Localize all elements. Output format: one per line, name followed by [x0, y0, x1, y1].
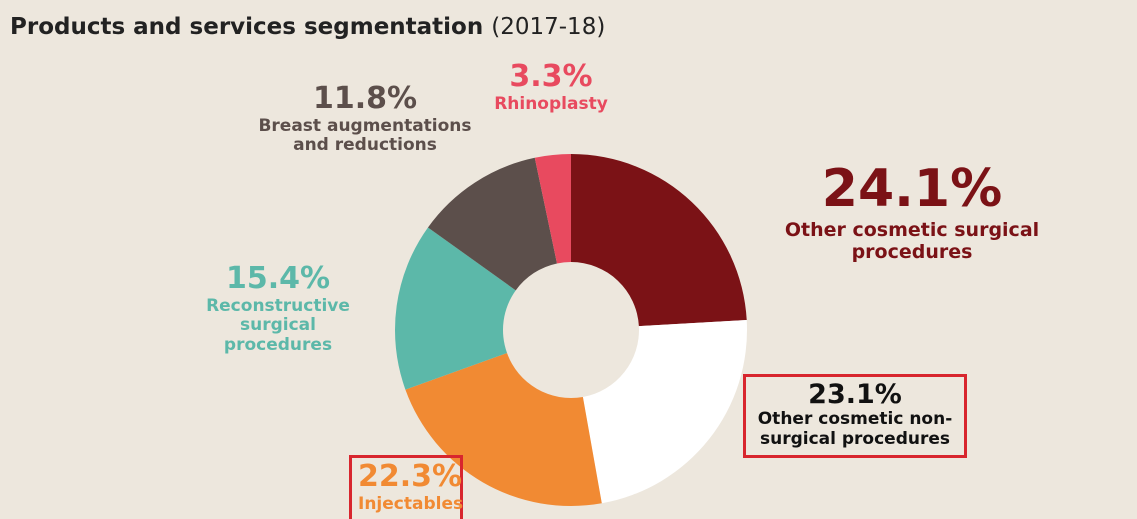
chart-title-block: Products and services segmentation (2017…	[10, 14, 605, 40]
slice-label: 24.1% Other cosmetic surgical procedures	[732, 159, 1092, 263]
category-label: Other cosmetic non-surgical procedures	[757, 409, 953, 449]
donut-slice	[405, 353, 602, 506]
slice-label: 3.3% Rhinoplasty	[486, 59, 616, 114]
donut-slice	[395, 227, 516, 390]
value-label: 11.8%	[312, 81, 418, 116]
category-label: Reconstructive surgical procedures	[206, 295, 350, 355]
value-label: 3.3%	[509, 59, 593, 94]
chart-subtitle: (2017-18)	[491, 14, 606, 40]
category-label: Injectables	[358, 493, 464, 514]
chart-title: Products and services segmentation	[10, 14, 484, 40]
value-label: 22.3%	[358, 459, 463, 494]
category-label: Rhinoplasty	[494, 93, 608, 114]
donut-slice	[571, 154, 747, 327]
value-label: 15.4%	[225, 261, 331, 296]
slice-label: 15.4% Reconstructive surgical procedures	[183, 261, 373, 355]
donut-slice	[427, 157, 558, 291]
slice-label: 11.8% Breast augmentations and reductions	[255, 81, 475, 156]
category-label: Other cosmetic surgical procedures	[784, 218, 1040, 263]
donut-slice	[534, 154, 571, 264]
donut-slice	[582, 320, 747, 504]
slice-label: 23.1% Other cosmetic non-surgical procedu…	[743, 374, 967, 459]
value-label: 24.1%	[821, 159, 1003, 219]
value-label: 23.1%	[808, 379, 902, 410]
category-label: Breast augmentations and reductions	[258, 115, 472, 156]
slice-label: 22.3% Injectables	[349, 455, 463, 519]
